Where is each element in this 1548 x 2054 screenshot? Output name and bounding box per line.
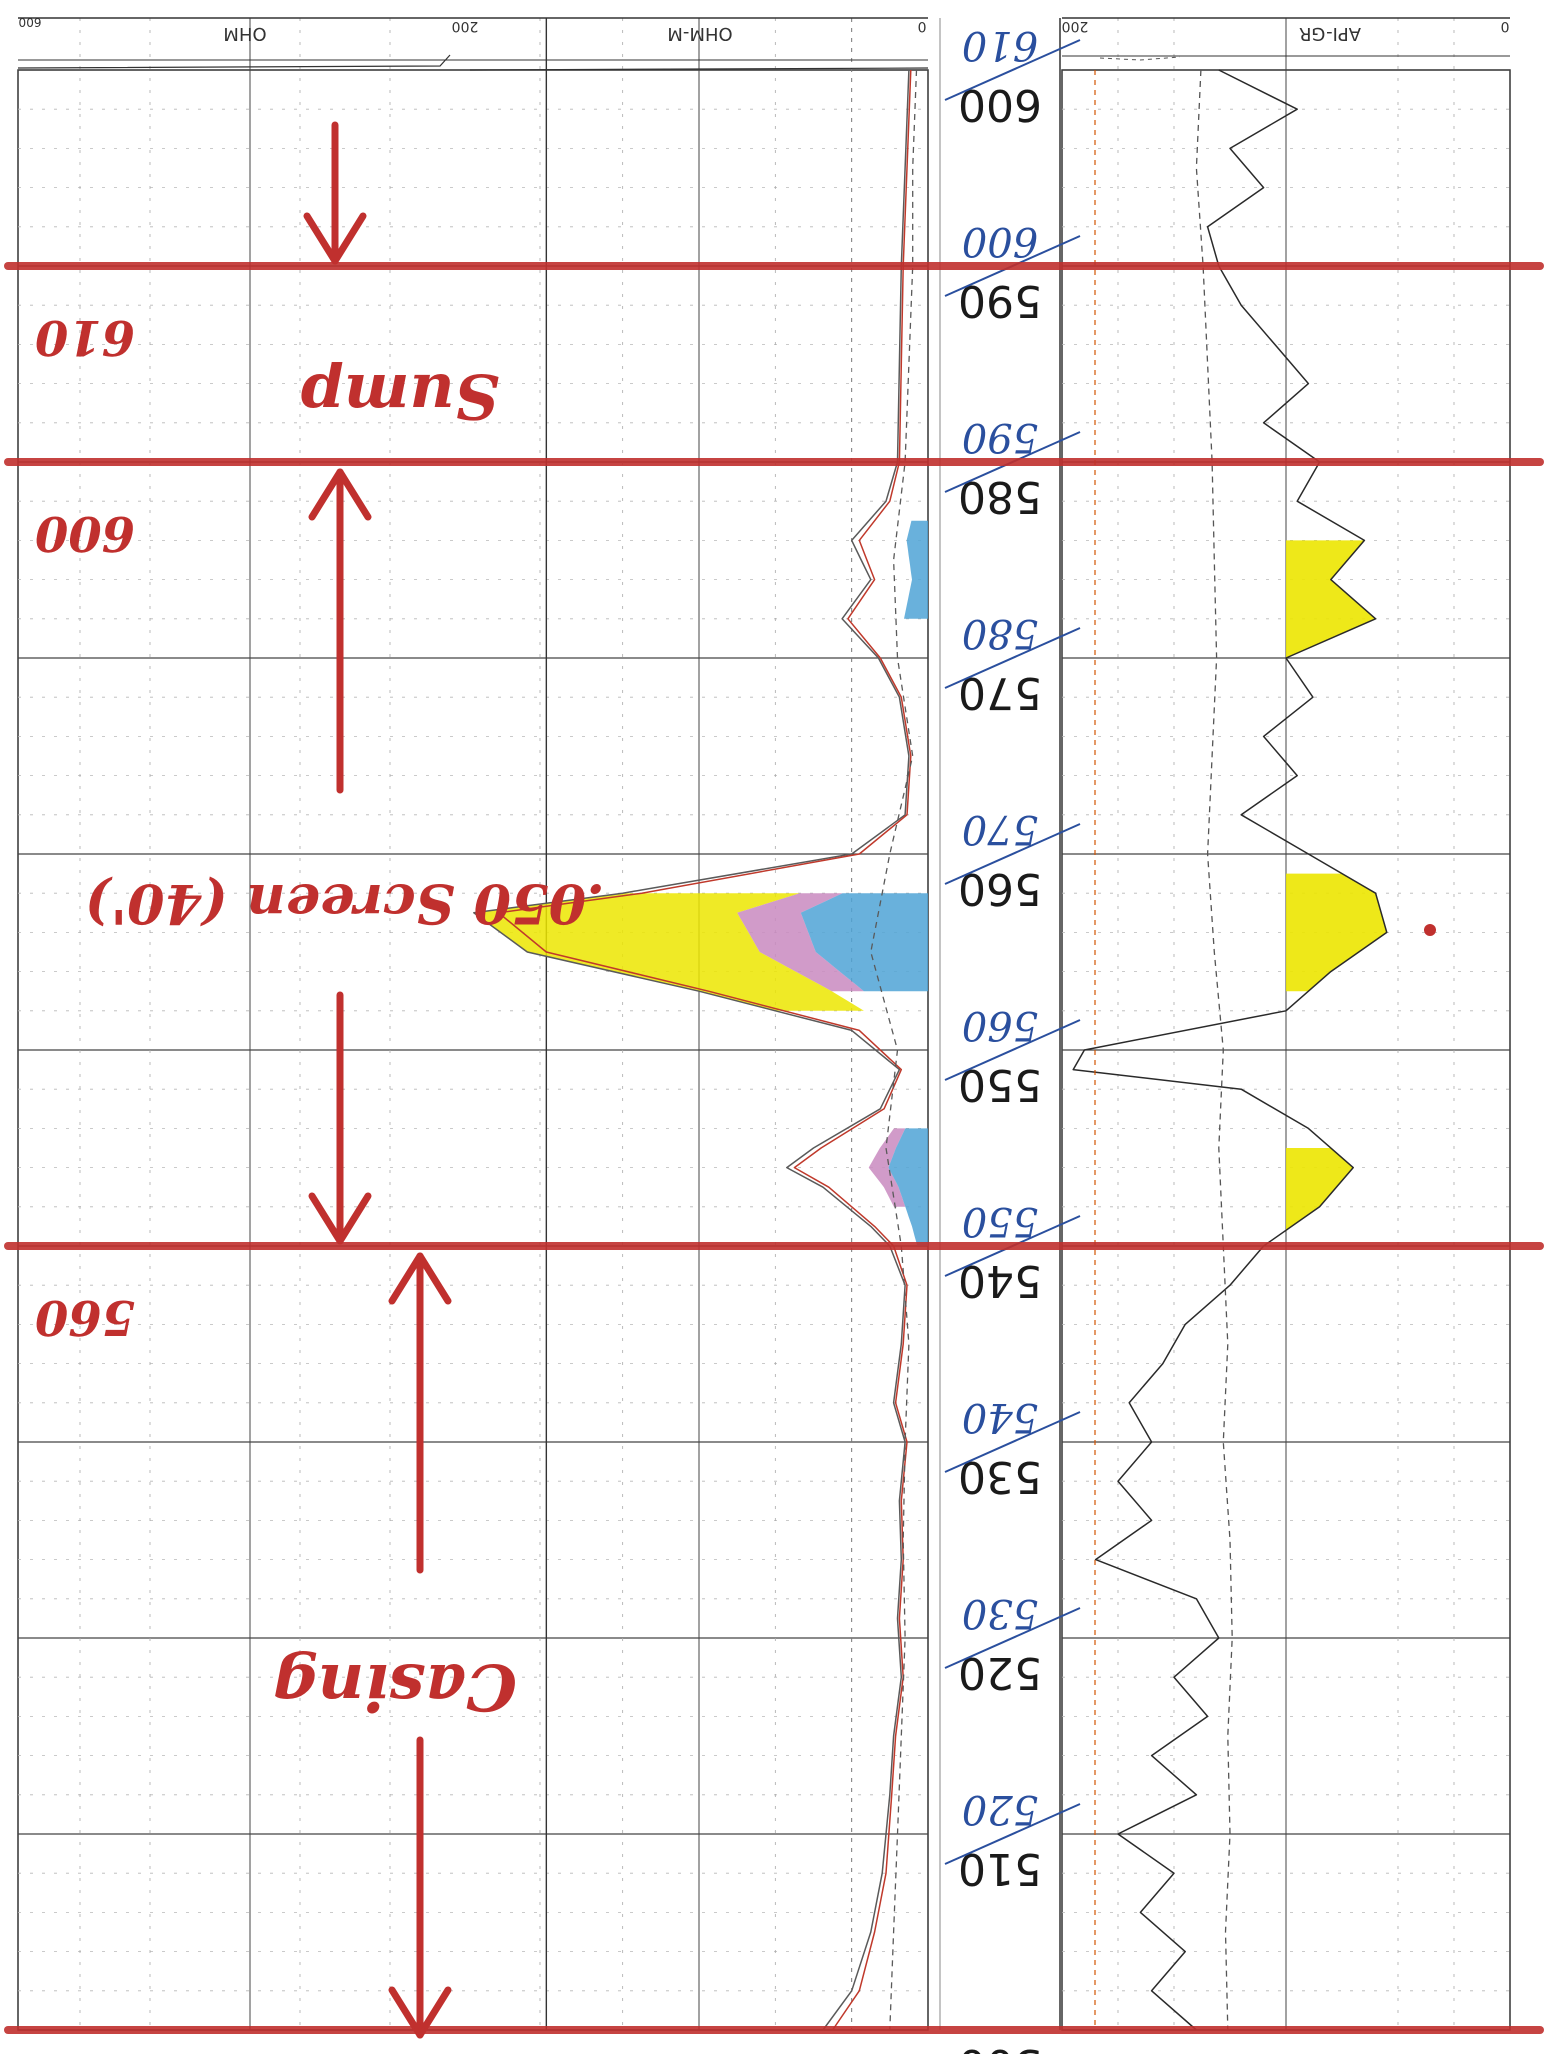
track-headers: OHM OHM-M 600 200 0 API-GR 200 0 (17, 15, 1510, 71)
blue-annotation-610: 610 (962, 22, 1038, 68)
blue-annotation-590: 590 (962, 414, 1038, 460)
gr-track-header: API-GR (1299, 23, 1361, 44)
res-scale-label: 200 (452, 18, 479, 34)
res-scale-label: 0 (918, 18, 927, 34)
gr-scale-label: 0 (1501, 18, 1510, 34)
blue-annotation-560: 560 (962, 1002, 1038, 1048)
gr-interval-fill (1286, 540, 1376, 658)
gr-scale-label: 200 (1062, 18, 1089, 34)
red-depth-label-560: 560 (35, 1289, 135, 1345)
res-interval-fill-blue (888, 1128, 928, 1246)
res-scale-label: 600 (19, 15, 42, 29)
curves-layer (473, 69, 1388, 2031)
depth-label-560: 560 (958, 863, 1042, 914)
depth-label-500: 500 (958, 2039, 1042, 2054)
blue-strike-line (944, 823, 1081, 885)
red-depth-label-600: 600 (35, 505, 135, 561)
header-curve-sample (469, 67, 929, 71)
res-interval-fill-yellow (473, 893, 864, 1011)
shaded-intervals-layer (473, 520, 1387, 1246)
casing-arrow-up-head (388, 1252, 452, 1305)
blue-strike-line (944, 1803, 1081, 1865)
res-interval-fill-blue (800, 893, 928, 992)
gr-curve-gr_dashed (1195, 69, 1233, 2031)
red-depth-label-610: 610 (35, 309, 135, 365)
blue-annotation-600: 600 (962, 218, 1038, 264)
depth-label-580: 580 (958, 471, 1042, 522)
depth-label-520: 520 (958, 1647, 1042, 1698)
blue-strike-line (944, 1019, 1081, 1081)
res-curve-res_dashed (870, 69, 918, 2031)
casing-annotation: Casing (273, 1649, 517, 1724)
blue-strike-line (944, 39, 1081, 101)
blue-strike-line (944, 1607, 1081, 1669)
sump-arrow-head (303, 212, 367, 265)
blue-annotation-550: 550 (962, 1198, 1038, 1244)
screen-annotation: .050 Screen (40') (85, 872, 605, 936)
header-curve-sample (17, 54, 451, 69)
depth-label-540: 540 (958, 1255, 1042, 1306)
res-curve-res_solid (473, 69, 910, 2031)
header-curve-sample (1099, 56, 1181, 61)
sump-annotation: Sump (301, 360, 500, 433)
res-interval-fill-pink (868, 1128, 906, 1207)
gr-curve-gr_solid (1072, 69, 1388, 2031)
depth-label-590: 590 (958, 275, 1042, 326)
blue-annotation-520: 520 (962, 1786, 1038, 1832)
blue-annotation-570: 570 (962, 806, 1038, 852)
res-track-header-left: OHM (223, 23, 266, 44)
blue-strike-line (944, 1411, 1081, 1473)
screen-arrow-down-head (308, 1192, 372, 1245)
casing-arrow-down-head (388, 1986, 452, 2039)
depth-labels: 600 590 580 570 560 550 540 530 520 510 500 610 600 5… (944, 22, 1081, 2054)
depth-label-530: 530 (958, 1451, 1042, 1502)
res-curve-res_red (497, 69, 912, 2031)
depth-label-510: 510 (958, 1843, 1042, 1894)
gr-interval-fill (1286, 1148, 1354, 1246)
depth-label-550: 550 (958, 1059, 1042, 1110)
res-interval-fill-blue (904, 520, 928, 619)
screen-arrow-up-head (308, 468, 372, 521)
red-markup-layer: 610 600 560 520 Sump .050 Screen (40') Casing (4, 121, 1544, 2039)
blue-annotation-540: 540 (962, 1394, 1038, 1440)
res-track-header-mid: OHM-M (667, 23, 732, 44)
res-interval-fill-pink (737, 893, 864, 992)
depth-label-570: 570 (958, 667, 1042, 718)
gr-interval-fill (1286, 873, 1387, 992)
depth-label-600: 600 (958, 79, 1042, 130)
grid-layer (17, 18, 1511, 2031)
blue-annotation-530: 530 (962, 1590, 1038, 1636)
blue-strike-line (944, 627, 1081, 689)
red-dot (1424, 924, 1436, 936)
blue-annotation-580: 580 (962, 610, 1038, 656)
